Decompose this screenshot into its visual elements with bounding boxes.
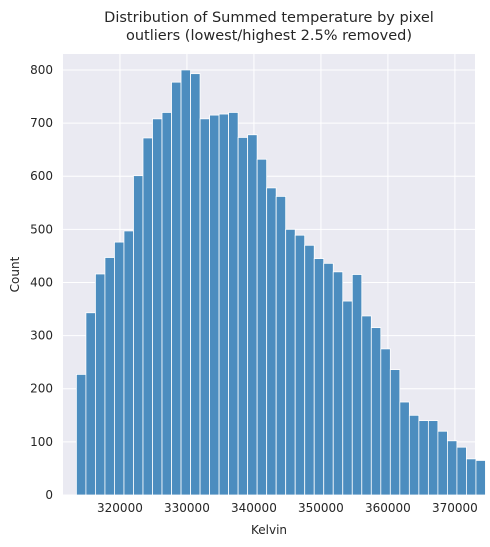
histogram-bar <box>408 414 420 496</box>
histogram-bar <box>437 430 448 496</box>
histogram-bar <box>161 112 172 496</box>
histogram-bar <box>75 373 87 496</box>
x-tick-label: 340000 <box>231 501 277 515</box>
histogram-bar <box>199 118 210 496</box>
x-tick-label: 350000 <box>298 501 344 515</box>
x-tick-label: 320000 <box>97 501 143 515</box>
histogram-bar <box>304 244 315 496</box>
y-tick-label: 500 <box>30 222 53 236</box>
histogram-bar <box>180 69 191 496</box>
histogram-bar <box>247 134 258 496</box>
histogram-bar <box>152 118 163 496</box>
histogram-bar <box>237 137 249 496</box>
histogram-bar <box>332 271 344 496</box>
y-tick-label: 400 <box>30 275 53 289</box>
histogram-bar <box>389 369 401 496</box>
histogram-bar <box>228 112 239 496</box>
histogram-bar <box>266 187 277 496</box>
histogram-bar <box>256 158 268 496</box>
x-tick-label: 360000 <box>365 501 411 515</box>
histogram-bar <box>351 274 363 496</box>
y-tick-label: 700 <box>30 116 53 130</box>
x-tick-label: 370000 <box>432 501 478 515</box>
histogram-bar <box>218 113 230 496</box>
x-axis-label: Kelvin <box>251 523 287 537</box>
histogram-bar <box>380 348 391 496</box>
histogram-bar <box>142 137 153 496</box>
histogram-bar <box>285 228 296 496</box>
histogram-bar <box>361 315 372 496</box>
histogram-bar <box>104 257 115 496</box>
histogram-bar <box>475 460 486 496</box>
x-tick-label: 330000 <box>164 501 210 515</box>
histogram-bar <box>85 312 96 496</box>
histogram-bar <box>123 230 134 496</box>
y-tick-label: 0 <box>45 488 53 502</box>
histogram-bar <box>342 300 353 496</box>
histogram-bar <box>323 262 334 496</box>
bars <box>75 69 486 496</box>
histogram-bar <box>95 273 106 496</box>
x-axis: 320000 330000 340000 350000 360000 370000 <box>97 501 478 515</box>
histogram-bar <box>370 327 382 496</box>
y-tick-label: 600 <box>30 169 53 183</box>
histogram-bar <box>427 420 439 496</box>
histogram-bar <box>466 458 477 496</box>
histogram-bar <box>114 241 125 496</box>
y-tick-label: 800 <box>30 63 53 77</box>
chart-title-line-2: outliers (lowest/highest 2.5% removed) <box>126 28 412 44</box>
chart-title-line-1: Distribution of Summed temperature by pi… <box>104 10 434 26</box>
histogram-bar <box>456 446 467 496</box>
histogram-bar <box>209 114 220 496</box>
y-tick-label: 100 <box>30 435 53 449</box>
histogram-bar <box>275 195 287 496</box>
y-tick-label: 200 <box>30 382 53 396</box>
histogram-bar <box>399 401 410 496</box>
histogram-bar <box>190 73 201 496</box>
y-axis: 0 100 200 300 400 500 600 700 800 <box>30 63 53 502</box>
y-tick-label: 300 <box>30 329 53 343</box>
y-axis-label: Count <box>8 256 22 292</box>
histogram-bar <box>446 440 458 496</box>
histogram-bar <box>418 420 429 496</box>
histogram-bar <box>171 81 182 496</box>
histogram-bar <box>313 258 325 496</box>
histogram-bar <box>133 175 144 496</box>
histogram-bar <box>294 234 306 496</box>
